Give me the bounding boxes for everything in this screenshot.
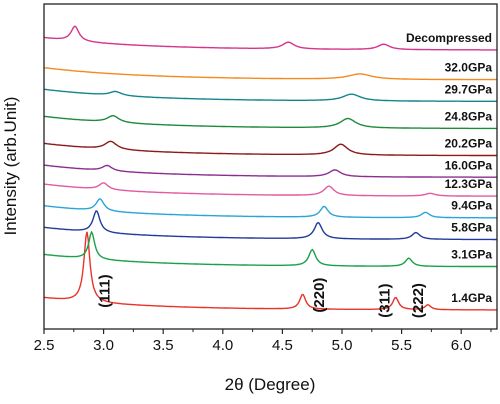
peak-label-1: (220) xyxy=(311,278,328,313)
x-tick-label-6: 5.5 xyxy=(391,337,412,354)
series-label-0: 1.4GPa xyxy=(451,291,492,305)
series-line-4 xyxy=(43,182,497,197)
series-line-3 xyxy=(43,198,497,219)
x-tick-label-7: 6.0 xyxy=(451,337,472,354)
peak-label-3: (222) xyxy=(410,283,427,318)
x-axis-title: 2θ (Degree) xyxy=(225,375,316,394)
series-label-4: 12.3GPa xyxy=(445,177,493,191)
series-line-9 xyxy=(43,66,497,81)
plot-frame xyxy=(43,3,498,330)
x-tick-label-1: 3.0 xyxy=(93,337,114,354)
series-label-1: 3.1GPa xyxy=(451,248,492,262)
peak-label-2: (311) xyxy=(377,283,394,317)
series-line-0 xyxy=(43,231,497,311)
x-tick-label-4: 4.5 xyxy=(272,337,293,354)
y-axis-title: Intensity (arb.Unit) xyxy=(1,97,20,236)
series-label-9: 32.0GPa xyxy=(445,61,493,75)
series-line-5 xyxy=(43,164,497,178)
series-layer xyxy=(43,25,497,311)
series-label-8: 29.7GPa xyxy=(445,82,493,96)
series-line-2 xyxy=(43,209,497,241)
series-line-1 xyxy=(43,230,497,268)
x-axis: 2.5 3.0 3.5 4.0 4.5 5.0 5.5 6.0 xyxy=(34,329,492,354)
peak-label-0: (111) xyxy=(97,274,114,307)
x-tick-label-3: 4.0 xyxy=(212,337,233,354)
x-tick-label-5: 5.0 xyxy=(332,337,353,354)
series-label-3: 9.4GPa xyxy=(451,199,492,213)
series-label-7: 24.8GPa xyxy=(445,110,493,124)
x-tick-label-2: 3.5 xyxy=(153,337,174,354)
series-label-6: 20.2GPa xyxy=(445,137,493,151)
x-tick-label-0: 2.5 xyxy=(34,337,55,354)
series-line-7 xyxy=(43,114,497,130)
series-label-5: 16.0GPa xyxy=(445,158,493,172)
series-line-8 xyxy=(43,88,497,103)
series-label-2: 5.8GPa xyxy=(451,221,492,235)
series-label-10: Decompressed xyxy=(406,31,492,45)
labels-layer: 1.4GPa 3.1GPa 5.8GPa 9.4GPa 12.3GPa 16.0GPa 20… xyxy=(97,31,493,318)
series-line-6 xyxy=(43,140,497,157)
series-line-10 xyxy=(43,25,497,51)
